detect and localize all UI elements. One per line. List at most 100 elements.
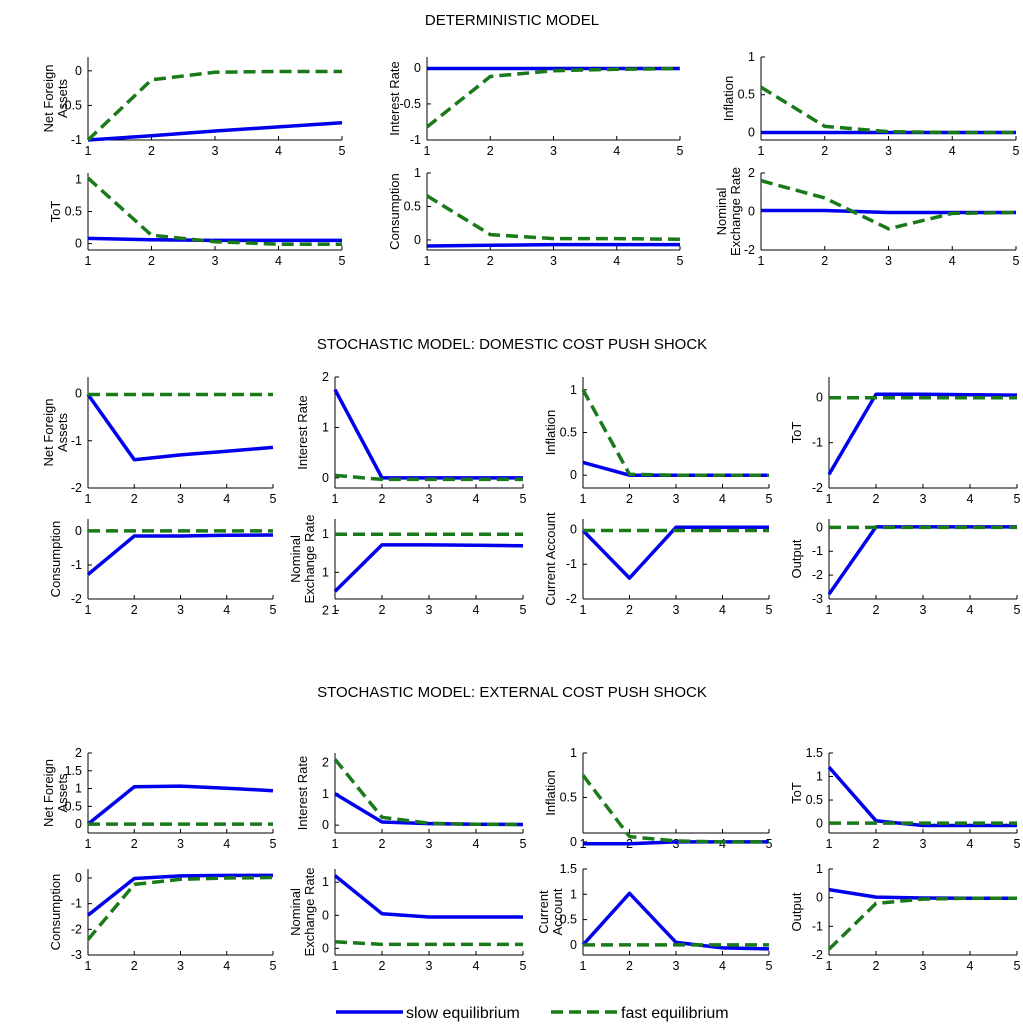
y-axis-label: Consumption (48, 521, 63, 598)
y-tick-label: 0 (816, 520, 823, 534)
x-tick-label: 2 (626, 603, 633, 617)
y-axis-label: Inflation (543, 410, 558, 456)
series-line-fast (333, 758, 524, 827)
x-tick-label: 4 (719, 959, 726, 973)
section-title-external-shock: STOCHASTIC MODEL: EXTERNAL COST PUSH SHO… (317, 684, 707, 701)
y-axis-label-line: Interest Rate (295, 395, 310, 469)
x-tick-label: 1 (580, 603, 587, 617)
y-tick-label: 2 (75, 746, 82, 760)
y-tick-label: 0 (322, 471, 329, 485)
series-line-slow (86, 784, 274, 826)
x-tick-label: 5 (766, 959, 773, 973)
x-tick-label: 1 (85, 603, 92, 617)
y-tick-label: -2 (71, 481, 82, 495)
y-axis-label-line: Current Account (543, 512, 558, 606)
x-tick-label: 5 (1014, 959, 1021, 973)
y-tick-label: 0 (816, 817, 823, 831)
y-axis-label-line: Consumption (387, 173, 402, 250)
y-axis-label-line: Assets (55, 78, 70, 118)
y-axis-label-line: Inflation (721, 76, 736, 122)
chart-panel-8: 1 2 3 4 5 0 0.5 1 Inflation (543, 377, 773, 506)
y-axis-label-line: ToT (789, 782, 804, 804)
chart-panel-20: 1 2 3 4 5 0 0.5 1 1.5 CurrentAccount (536, 862, 773, 973)
x-tick-label: 5 (766, 837, 773, 851)
x-tick-label: 1 (826, 959, 833, 973)
y-axis-label-line: Assets (55, 773, 70, 813)
x-tick-label: 1 (826, 492, 833, 506)
y-tick-label: -2 (744, 243, 755, 257)
series-line-fast (86, 69, 342, 142)
series-line-slow (86, 873, 273, 917)
x-tick-label: 1 (826, 837, 833, 851)
y-tick-label: 1 (322, 527, 329, 541)
x-tick-label: 5 (766, 492, 773, 506)
x-tick-label: 4 (613, 254, 620, 268)
x-tick-label: 5 (520, 959, 527, 973)
x-tick-label: 2 (131, 837, 138, 851)
x-tick-label: 1 (85, 959, 92, 973)
y-axis-label-line: Output (789, 892, 804, 931)
y-tick-label: 1.5 (65, 764, 82, 778)
y-tick-label: 1.5 (806, 746, 823, 760)
y-tick-label: 0 (570, 938, 577, 952)
y-tick-label: 0.5 (560, 426, 577, 440)
y-axis-label: Consumption (387, 173, 402, 250)
x-tick-label: 3 (673, 837, 680, 851)
series-line-fast (86, 875, 274, 941)
y-tick-label: 0 (570, 468, 577, 482)
y-axis-label-line: Interest Rate (295, 756, 310, 830)
x-tick-label: 5 (1014, 492, 1021, 506)
x-tick-label: 4 (223, 837, 230, 851)
y-tick-label: 0 (414, 61, 421, 75)
x-tick-label: 3 (920, 603, 927, 617)
x-tick-label: 4 (223, 603, 230, 617)
x-tick-label: 2 (148, 144, 155, 158)
x-tick-label: 5 (339, 144, 346, 158)
x-tick-label: 2 (487, 254, 494, 268)
x-tick-label: 5 (1014, 837, 1021, 851)
y-tick-label: -2 (812, 568, 823, 582)
x-tick-label: 1 (758, 144, 765, 158)
x-tick-label: 2 (626, 492, 633, 506)
y-axis-label: Interest Rate (387, 61, 402, 135)
x-tick-label: 4 (275, 254, 282, 268)
y-axis-label: NominalExchange Rate (288, 868, 317, 957)
x-tick-label: 5 (1013, 254, 1020, 268)
series-line-slow (827, 392, 1018, 476)
y-tick-label: 0 (748, 125, 755, 139)
y-axis-label-line: Account (550, 888, 565, 935)
series-line-fast (425, 66, 681, 129)
x-tick-label: 3 (177, 837, 184, 851)
y-axis-label-line: Current (536, 890, 551, 934)
x-tick-label: 2 (379, 603, 386, 617)
x-tick-label: 2 (131, 959, 138, 973)
y-tick-label: -1 (812, 544, 823, 558)
x-tick-label: 5 (677, 144, 684, 158)
x-tick-label: 3 (550, 144, 557, 158)
x-tick-label: 4 (949, 144, 956, 158)
x-tick-label: 5 (270, 603, 277, 617)
x-tick-label: 5 (270, 837, 277, 851)
series-line-fast (426, 194, 681, 242)
series-line-slow (828, 887, 1017, 900)
y-tick-label: 0.5 (738, 88, 755, 102)
x-tick-label: 5 (270, 959, 277, 973)
x-tick-label: 2 (131, 492, 138, 506)
y-tick-label: 0.5 (560, 790, 577, 804)
y-axis-label: ToT (48, 201, 63, 223)
y-tick-label: 0 (75, 237, 82, 251)
x-tick-label: 2 (148, 254, 155, 268)
y-tick-label: 1 (322, 565, 329, 579)
y-axis-label: Interest Rate (295, 756, 310, 830)
y-tick-label: 2 (322, 370, 329, 384)
y-tick-label: 0 (75, 64, 82, 78)
x-tick-label: 1 (826, 603, 833, 617)
x-tick-label: 3 (177, 603, 184, 617)
chart-panel-0: 1 2 3 4 5 -1 -0.5 0 Net ForeignAssets (41, 57, 346, 158)
chart-panel-3: 1 2 3 4 5 0 0.5 1 ToT (48, 172, 346, 268)
y-axis-label: Inflation (721, 76, 736, 122)
x-tick-label: 3 (920, 837, 927, 851)
x-tick-label: 1 (85, 144, 92, 158)
